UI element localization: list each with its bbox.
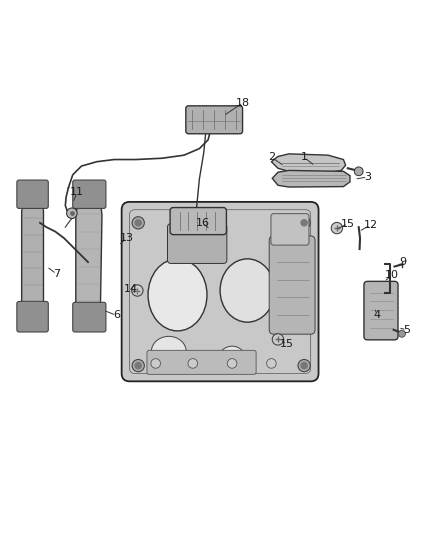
FancyBboxPatch shape (271, 214, 309, 245)
Polygon shape (76, 199, 102, 328)
Text: 10: 10 (385, 270, 399, 280)
Text: 16: 16 (195, 218, 209, 228)
FancyBboxPatch shape (73, 302, 106, 332)
Ellipse shape (219, 346, 245, 370)
FancyBboxPatch shape (122, 202, 318, 381)
Text: 4: 4 (374, 310, 381, 319)
Text: 12: 12 (364, 220, 378, 230)
Text: 6: 6 (113, 310, 120, 320)
Circle shape (301, 362, 307, 369)
Circle shape (301, 220, 307, 226)
Text: 13: 13 (120, 233, 134, 243)
Circle shape (354, 167, 363, 176)
Text: 1: 1 (300, 152, 307, 163)
Text: 15: 15 (280, 339, 293, 349)
Circle shape (151, 359, 160, 368)
Text: 15: 15 (341, 219, 355, 229)
Polygon shape (272, 171, 350, 187)
Circle shape (298, 217, 310, 229)
Text: 7: 7 (53, 269, 60, 279)
Ellipse shape (220, 259, 275, 322)
Circle shape (135, 220, 141, 226)
FancyBboxPatch shape (17, 302, 48, 332)
FancyBboxPatch shape (167, 224, 227, 263)
Text: 2: 2 (268, 152, 275, 163)
Circle shape (272, 334, 284, 345)
Circle shape (298, 359, 310, 372)
Circle shape (132, 217, 145, 229)
Circle shape (132, 285, 143, 296)
Polygon shape (272, 154, 346, 173)
Text: 3: 3 (364, 172, 371, 182)
FancyBboxPatch shape (269, 236, 315, 334)
Circle shape (135, 362, 141, 369)
Circle shape (67, 208, 77, 219)
Circle shape (227, 359, 237, 368)
Circle shape (132, 359, 145, 372)
Text: 11: 11 (70, 187, 84, 197)
FancyBboxPatch shape (364, 281, 398, 340)
Ellipse shape (148, 259, 207, 331)
FancyBboxPatch shape (17, 180, 48, 208)
Circle shape (188, 359, 198, 368)
Circle shape (399, 330, 406, 337)
Polygon shape (21, 198, 43, 324)
FancyBboxPatch shape (147, 350, 256, 374)
Text: 9: 9 (399, 257, 406, 267)
Ellipse shape (151, 336, 186, 367)
FancyBboxPatch shape (73, 180, 106, 208)
Text: 5: 5 (403, 325, 410, 335)
FancyBboxPatch shape (170, 207, 226, 235)
Circle shape (267, 359, 276, 368)
FancyBboxPatch shape (186, 106, 243, 134)
Text: 14: 14 (124, 284, 138, 294)
Text: 18: 18 (236, 98, 250, 108)
Circle shape (331, 222, 343, 234)
